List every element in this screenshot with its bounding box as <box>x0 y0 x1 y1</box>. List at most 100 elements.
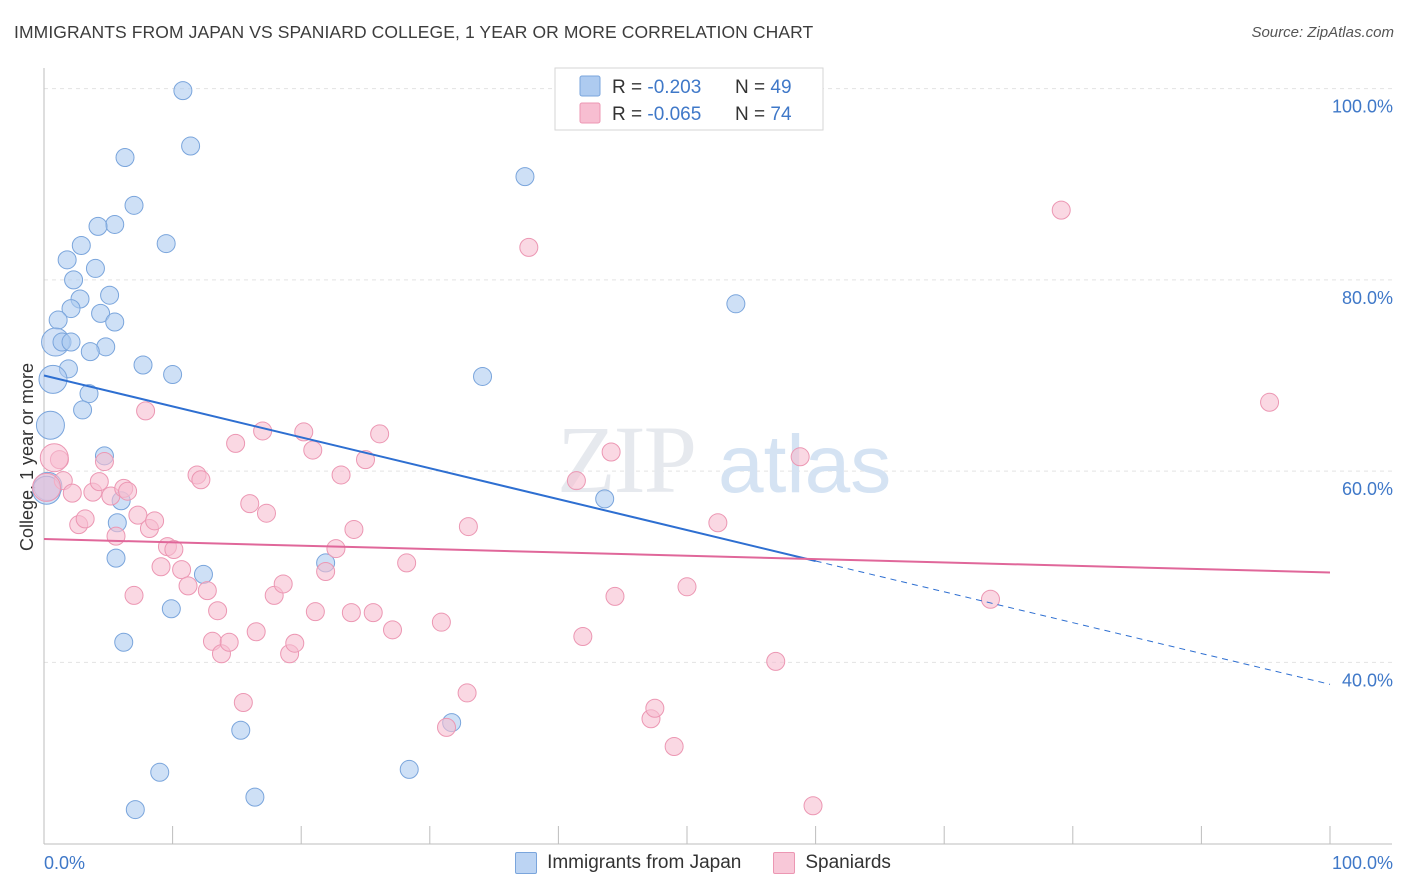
trend-line-spaniards <box>43 538 1331 574</box>
data-point <box>645 698 665 718</box>
data-point <box>383 620 403 640</box>
stats-legend-swatch-spaniards <box>579 102 601 124</box>
data-point <box>326 539 346 559</box>
legend-swatch-japan <box>515 852 538 874</box>
data-point <box>473 366 493 386</box>
data-point <box>48 310 68 330</box>
data-point <box>595 489 615 509</box>
legend-item-spaniards[interactable]: Spaniards <box>773 852 891 874</box>
data-point <box>980 589 1000 609</box>
y-axis-label: College, 1 year or more <box>17 363 37 551</box>
stats-n-value-japan: 49 <box>770 77 791 98</box>
data-point <box>164 540 184 560</box>
data-point <box>133 355 153 375</box>
data-point <box>73 400 93 420</box>
svg-text:N = 74: N = 74 <box>735 104 792 125</box>
data-point <box>397 553 417 573</box>
data-point <box>136 401 156 421</box>
stats-n-label-spaniards: N = <box>735 104 765 125</box>
data-point <box>75 509 95 529</box>
data-point <box>128 505 148 525</box>
data-point <box>331 465 351 485</box>
data-point <box>341 603 361 623</box>
source-label: Source: ZipAtlas.com <box>1251 24 1394 41</box>
data-point <box>118 481 138 501</box>
data-point <box>303 440 323 460</box>
y-tick-label-0: 40.0% <box>1342 670 1393 690</box>
chart-title: IMMIGRANTS FROM JAPAN VS SPANIARD COLLEG… <box>14 22 814 42</box>
data-point <box>100 285 120 305</box>
data-point <box>605 586 625 606</box>
data-point <box>88 216 108 236</box>
data-point <box>1260 392 1280 412</box>
data-point <box>246 622 266 642</box>
data-point <box>240 494 260 514</box>
trend-line-japan-extension <box>815 560 1331 685</box>
y-tick-label-2: 80.0% <box>1342 288 1393 308</box>
data-point <box>151 557 171 577</box>
data-point <box>356 450 375 470</box>
data-point <box>91 303 111 323</box>
stats-r-label-spaniards: R = <box>612 104 642 125</box>
data-point <box>766 651 786 671</box>
data-point <box>156 234 176 254</box>
data-point <box>273 574 293 594</box>
data-point <box>677 577 697 597</box>
series-points-1 <box>32 200 1280 816</box>
data-point <box>245 787 265 807</box>
data-point <box>106 526 126 546</box>
data-point <box>38 364 68 394</box>
data-point <box>193 564 213 584</box>
trend-line-japan <box>43 374 816 562</box>
legend-swatch-spaniards <box>773 852 796 874</box>
data-point <box>519 237 539 257</box>
data-point <box>39 443 69 473</box>
data-point <box>726 294 746 314</box>
data-point <box>233 692 253 712</box>
data-point <box>124 585 144 605</box>
data-point <box>305 602 325 622</box>
series-legend: Immigrants from Japan Spaniards <box>0 852 1406 874</box>
data-point <box>515 167 535 187</box>
data-point <box>601 442 621 462</box>
data-point <box>64 270 84 290</box>
data-point <box>32 472 62 502</box>
gridlines <box>44 88 1392 663</box>
data-point <box>256 503 276 523</box>
data-point <box>219 632 239 652</box>
data-point <box>231 720 251 740</box>
stats-legend-swatch-japan <box>579 75 601 97</box>
stats-r-value-japan: -0.203 <box>647 77 701 98</box>
data-point <box>573 627 593 647</box>
data-point <box>197 581 217 601</box>
data-point <box>363 603 383 623</box>
data-point <box>124 195 144 215</box>
data-point <box>150 762 170 782</box>
data-point <box>431 612 451 632</box>
data-point <box>316 562 336 582</box>
data-point <box>285 633 305 653</box>
data-point <box>191 470 211 490</box>
data-point <box>80 342 100 362</box>
data-point <box>173 81 193 101</box>
data-point <box>105 214 125 234</box>
data-point <box>105 312 125 332</box>
data-point <box>89 472 109 492</box>
x-tick-label-min: 0.0% <box>44 853 85 873</box>
data-points <box>32 81 1280 820</box>
watermark-zip: ZIP <box>557 406 695 513</box>
legend-item-japan[interactable]: Immigrants from Japan <box>515 852 741 874</box>
data-point <box>161 599 181 619</box>
data-point <box>106 548 126 568</box>
legend-label-japan: Immigrants from Japan <box>547 852 742 873</box>
data-point <box>62 483 82 503</box>
svg-text:R = -0.203: R = -0.203 <box>612 77 701 98</box>
stats-legend: R = -0.203 N = 49 R = -0.065 N = 74 <box>554 67 824 131</box>
svg-text:R = -0.065: R = -0.065 <box>612 104 701 125</box>
data-point <box>115 148 135 168</box>
data-point <box>253 421 273 441</box>
data-point <box>79 384 99 404</box>
stats-r-value-spaniards: -0.065 <box>647 104 701 125</box>
y-tick-label-1: 60.0% <box>1342 479 1393 499</box>
